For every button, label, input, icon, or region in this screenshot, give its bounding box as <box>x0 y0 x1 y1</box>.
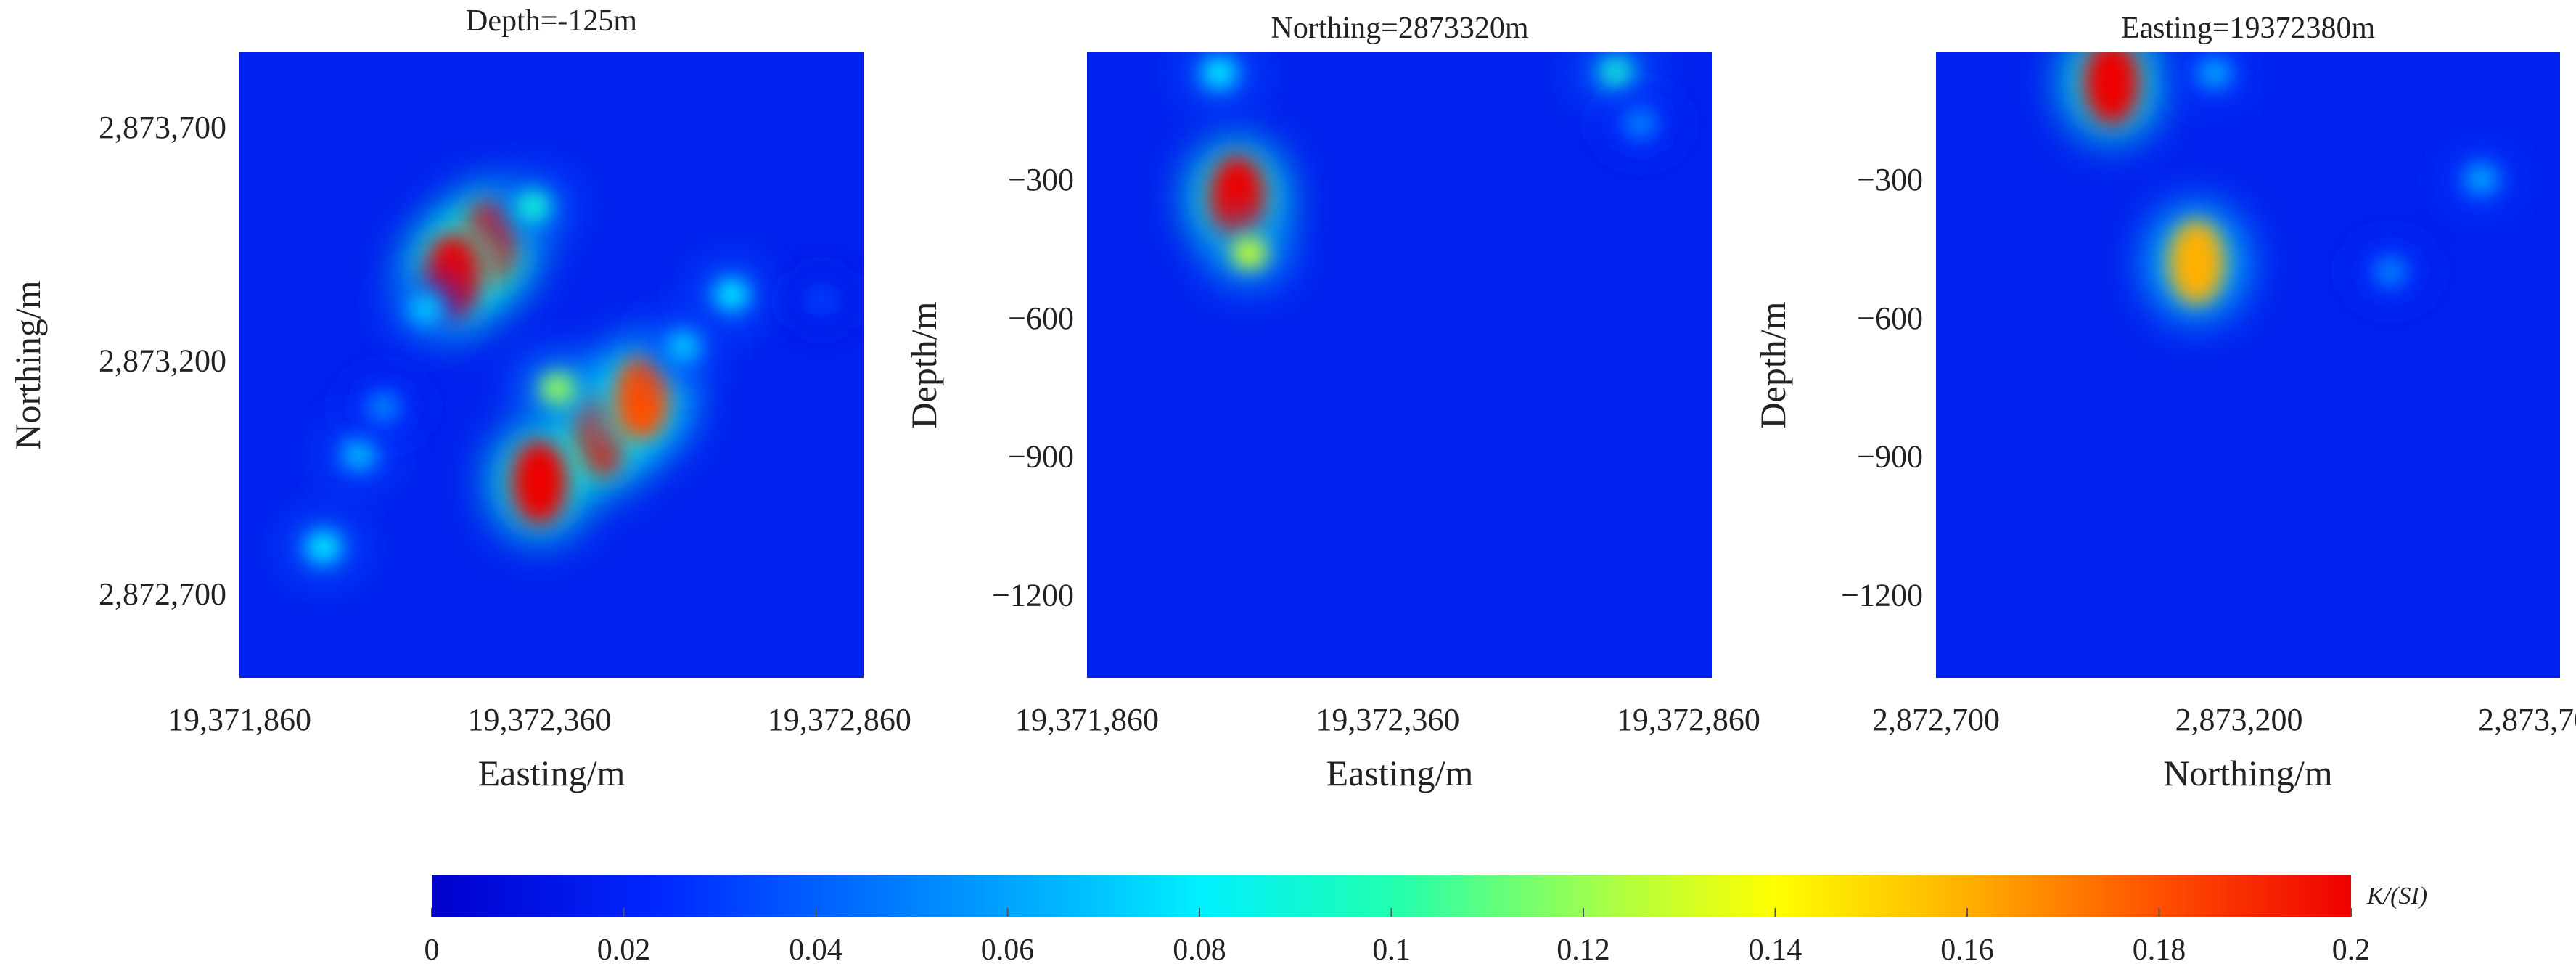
y-tick-label: −900 <box>1008 439 1074 475</box>
y-tick-label: −1200 <box>1841 577 1923 613</box>
colorbar-tick-label: 0 <box>424 933 440 967</box>
y-axis-label: Depth/m <box>1752 301 1793 428</box>
y-tick-label: −300 <box>1008 162 1074 197</box>
colorbar-tick-label: 0.06 <box>981 933 1035 967</box>
x-tick-label: 19,371,860 <box>168 702 311 737</box>
anomaly-core <box>516 190 551 223</box>
y-tick-label: −900 <box>1857 439 1923 475</box>
x-tick-labels: 2,872,700 2,873,200 2,873,700 <box>1872 702 2576 737</box>
plot-area <box>1087 52 1712 678</box>
colorbar-tick-label: 0.16 <box>1940 933 1994 967</box>
anomaly-core <box>2084 52 2140 125</box>
anomaly-core <box>2197 57 2233 89</box>
anomaly-layer <box>2061 52 2522 321</box>
colorbar-tick-label: 0.2 <box>2332 933 2371 967</box>
colorbar-tick-label: 0.04 <box>789 933 842 967</box>
anomaly-core <box>366 391 401 423</box>
colorbar-label: K/(SI) <box>2366 883 2427 909</box>
y-tick-label: 2,873,700 <box>99 110 226 145</box>
x-tick-label: 2,873,700 <box>2478 702 2576 737</box>
x-tick-labels: 19,371,860 19,372,360 19,372,860 <box>1015 702 1760 737</box>
colorbar-ticks <box>431 908 2352 917</box>
anomaly-core <box>408 293 443 325</box>
y-tick-labels: −300 −600 −900 −1200 <box>1841 162 1923 613</box>
panel-title: Depth=-125m <box>466 4 637 38</box>
x-axis-label: Northing/m <box>2163 753 2332 793</box>
colorbar-tick-label: 0.08 <box>1173 933 1226 967</box>
anomaly-core <box>2169 220 2225 305</box>
anomaly-core <box>1210 155 1266 240</box>
anomaly-core <box>1599 57 1634 89</box>
anomaly-core <box>614 356 670 441</box>
anomaly-core <box>1231 237 1267 269</box>
colorbar-tick-label: 0.1 <box>1372 933 1411 967</box>
y-tick-label: −300 <box>1857 162 1923 197</box>
y-tick-label: −1200 <box>992 577 1074 613</box>
panel-northing-section: Northing=2873320m 19,371,860 19,372,360 19… <box>903 12 1760 793</box>
y-tick-labels: −300 −600 −900 −1200 <box>992 162 1074 613</box>
anomaly-core <box>665 330 701 363</box>
anomaly-core <box>512 439 567 524</box>
anomaly-core <box>804 283 840 316</box>
x-axis-label: Easting/m <box>1326 753 1474 793</box>
colorbar-tick-label: 0.12 <box>1556 933 1610 967</box>
y-axis-label: Depth/m <box>903 301 944 428</box>
x-tick-label: 19,372,360 <box>1316 702 1459 737</box>
x-tick-label: 19,372,860 <box>1617 702 1760 737</box>
y-tick-label: 2,872,700 <box>99 576 226 612</box>
x-tick-label: 19,372,360 <box>467 702 611 737</box>
anomaly-core <box>714 279 750 311</box>
y-tick-label: −600 <box>1008 301 1074 336</box>
x-tick-label: 2,873,200 <box>2175 702 2302 737</box>
panel-title: Northing=2873320m <box>1271 12 1528 45</box>
anomaly-layer <box>1179 52 1681 286</box>
colorbar-tick-label: 0.18 <box>2133 933 2186 967</box>
colorbar-tick-label: 0.02 <box>597 933 651 967</box>
anomaly-core <box>1202 57 1237 89</box>
plot-area <box>1936 52 2560 678</box>
anomaly-core <box>305 531 341 563</box>
panel-depth-slice: Depth=-125m 19,371,860 19,372,360 19,372,8… <box>7 4 911 793</box>
x-axis-label: Easting/m <box>478 753 625 793</box>
anomaly-core <box>2464 163 2499 195</box>
colorbar-tick-label: 0.14 <box>1749 933 1802 967</box>
y-tick-label: −600 <box>1857 301 1923 336</box>
colorbar: 0 0.02 0.04 0.06 0.08 0.1 0.12 0.14 0.16 0.18 0.2 … <box>424 875 2427 967</box>
panel-easting-section: Easting=19372380m 2,872,700 2,873,200 2,87… <box>1752 12 2576 793</box>
y-tick-label: 2,873,200 <box>99 343 226 379</box>
x-tick-label: 19,371,860 <box>1015 702 1159 737</box>
anomaly-layer <box>283 173 862 580</box>
x-tick-label: 2,872,700 <box>1872 702 2000 737</box>
colorbar-tick-labels: 0 0.02 0.04 0.06 0.08 0.1 0.12 0.14 0.16 0.18 0.2 <box>424 933 2371 967</box>
y-tick-labels: 2,873,700 2,873,200 2,872,700 <box>99 110 226 612</box>
anomaly-core <box>540 372 575 405</box>
x-tick-label: 19,372,860 <box>768 702 911 737</box>
x-tick-labels: 19,371,860 19,372,360 19,372,860 <box>168 702 911 737</box>
anomaly-core <box>2373 256 2408 288</box>
y-axis-label: Northing/m <box>7 280 48 449</box>
panel-title: Easting=19372380m <box>2121 12 2376 45</box>
anomaly-core <box>342 438 377 470</box>
anomaly-core <box>1623 107 1658 140</box>
